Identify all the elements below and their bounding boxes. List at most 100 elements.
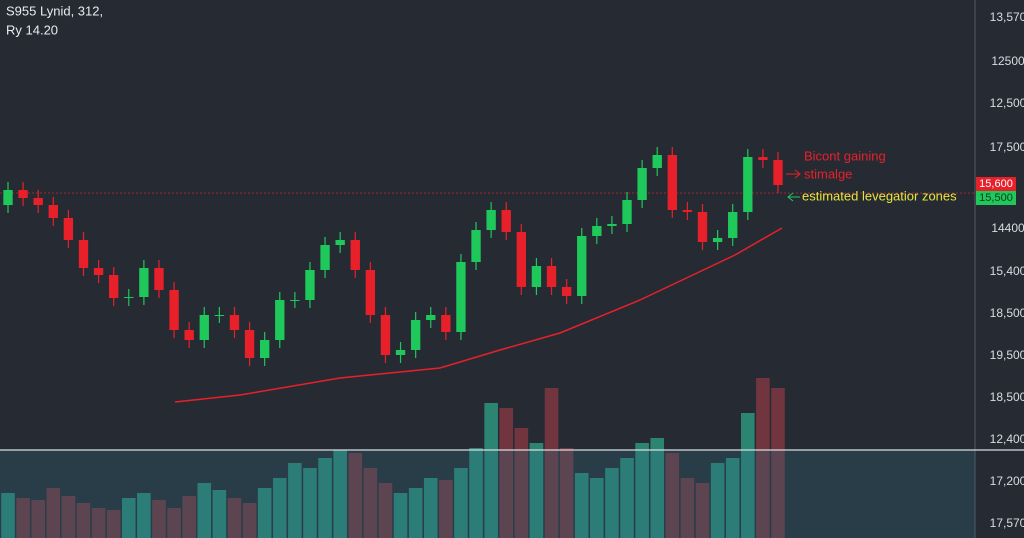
candle-body (410, 320, 421, 350)
candle-body (561, 287, 572, 296)
volume-bar (695, 483, 710, 538)
candle-body (275, 300, 285, 340)
candle-body (305, 270, 315, 300)
volume-bar (121, 498, 136, 538)
annotation: Bicont gaining (804, 148, 886, 163)
candle-body (743, 157, 753, 212)
trend-line (174, 227, 783, 403)
volume-bar (408, 488, 423, 538)
candle-body (607, 224, 617, 226)
volume-bar (756, 378, 770, 538)
candle-body (501, 210, 511, 232)
candle-body (169, 290, 179, 330)
y-tick-label: 17,500 (990, 140, 1024, 154)
candle-body (335, 240, 345, 245)
candle-body (365, 270, 376, 315)
candle-body (48, 205, 58, 218)
volume-bar (242, 503, 257, 538)
candle-body (63, 218, 74, 240)
volume-bar (439, 480, 453, 538)
candle-body (758, 157, 768, 160)
volume-bar (272, 478, 287, 538)
volume-bar (771, 388, 785, 538)
candle-body (652, 155, 662, 168)
volume-bar (635, 443, 649, 538)
candle-body (259, 340, 270, 358)
volume-bar (182, 496, 196, 538)
volume-bar (197, 483, 212, 538)
volume-bar (393, 493, 408, 538)
y-tick-label: 12,500 (990, 96, 1024, 110)
candle-body (244, 330, 255, 358)
candle-body (667, 155, 677, 210)
volume-bar (348, 453, 363, 538)
candle-body (350, 240, 360, 270)
annotation-arrow (787, 192, 800, 202)
y-tick-label: 12,400 (990, 432, 1024, 446)
candle-body (531, 266, 542, 287)
volume-bar (650, 438, 665, 538)
volume-layer (1, 378, 785, 538)
volume-bar (76, 503, 91, 538)
volume-bar (484, 403, 498, 538)
candle-body (229, 315, 240, 330)
y-tick-label: 12500 (991, 54, 1024, 68)
annotation: stimalge (804, 166, 852, 181)
volume-bar (725, 458, 740, 538)
volume-bar (212, 490, 227, 538)
candle-body (18, 190, 28, 198)
chart-subtitle: Ry 14.20 (6, 22, 58, 37)
volume-bar (665, 453, 680, 538)
y-tick-label: 14400 (991, 221, 1024, 235)
candle-body (395, 350, 406, 355)
candle-layer (3, 147, 783, 366)
volume-bar (454, 468, 468, 538)
y-tick-label: 17,200 (990, 474, 1024, 488)
volume-bar (378, 483, 393, 538)
volume-bar (469, 448, 483, 538)
volume-bar (544, 388, 559, 538)
candle-body (184, 330, 194, 340)
candle-body (486, 210, 496, 230)
volume-bar (590, 478, 604, 538)
candle-body (214, 315, 225, 316)
volume-bar (574, 473, 589, 538)
y-tick-label: 17,570 (990, 516, 1024, 530)
candle-body (682, 210, 693, 212)
volume-bar (106, 510, 121, 538)
candle-body (712, 238, 723, 242)
volume-bar (61, 496, 76, 538)
volume-bar (16, 498, 30, 538)
price-tag-bg (976, 191, 1016, 205)
volume-bar (31, 500, 45, 538)
candle-body (516, 232, 527, 287)
volume-bar (227, 498, 242, 538)
volume-bar (318, 458, 332, 538)
volume-bar (605, 468, 619, 538)
volume-bar (91, 508, 106, 538)
volume-bar (741, 413, 755, 538)
y-tick-label: 13,570 (990, 10, 1024, 24)
volume-bar (680, 478, 695, 538)
volume-bar (363, 468, 378, 538)
y-tick-label: 19,500 (990, 348, 1024, 362)
y-tick-label: 15,400 (990, 264, 1024, 278)
candle-body (78, 240, 89, 268)
candle-body (622, 200, 632, 224)
volume-bar (167, 508, 181, 538)
candle-body (773, 160, 783, 185)
price-tag: 15,500 (979, 192, 1013, 204)
candle-body (471, 230, 481, 262)
candle-body (592, 226, 602, 236)
volume-bar (257, 488, 272, 538)
price-tag-bg (976, 177, 1016, 191)
volume-bar (620, 458, 634, 538)
candle-body (124, 297, 134, 298)
volume-bar (514, 428, 529, 538)
candle-body (426, 315, 436, 320)
candle-body (139, 268, 149, 297)
candle-body (577, 236, 587, 296)
y-tick-label: 18,500 (990, 306, 1024, 320)
